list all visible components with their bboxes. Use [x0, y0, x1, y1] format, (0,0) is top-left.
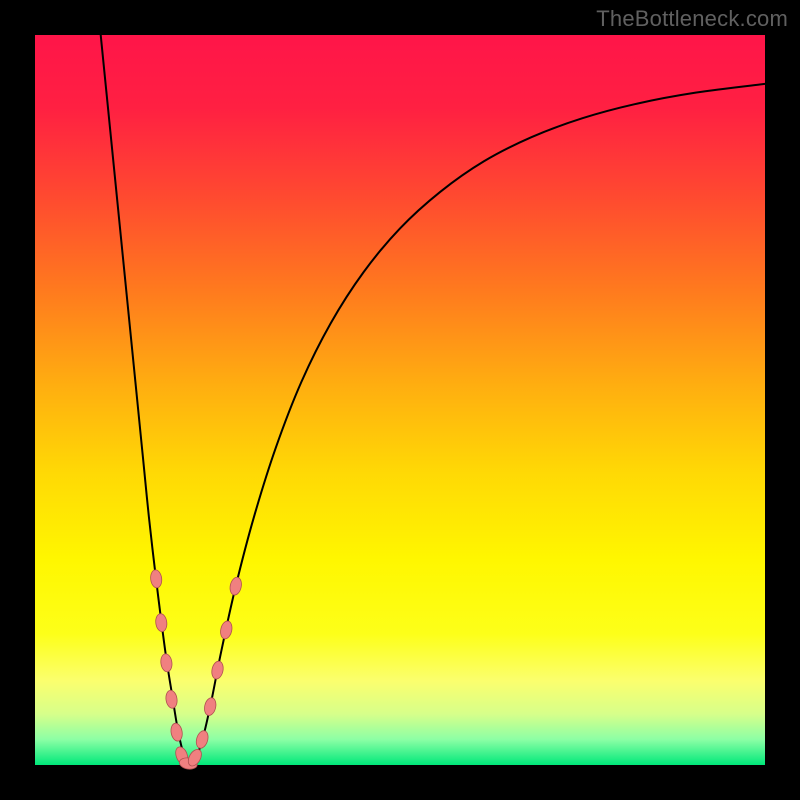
watermark-text: TheBottleneck.com	[596, 6, 788, 32]
plot-background	[35, 35, 765, 765]
plot-svg	[0, 0, 800, 800]
chart-container: TheBottleneck.com	[0, 0, 800, 800]
